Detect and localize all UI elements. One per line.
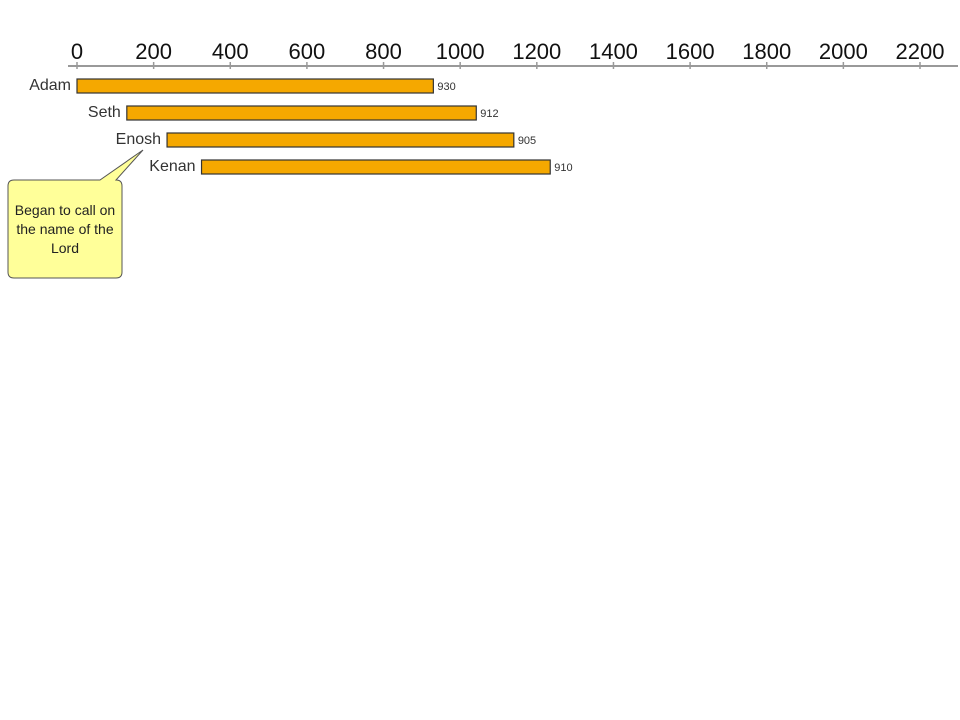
x-tick-label: 400	[212, 39, 249, 64]
x-tick-label: 600	[289, 39, 326, 64]
bar	[166, 132, 515, 148]
bar	[126, 105, 477, 121]
x-tick-label: 1400	[589, 39, 638, 64]
x-tick-label: 200	[135, 39, 172, 64]
x-tick-label: 1600	[666, 39, 715, 64]
x-tick-label: 1000	[436, 39, 485, 64]
bar	[200, 159, 551, 175]
value-label: 910	[554, 162, 572, 174]
x-tick-label: 1200	[512, 39, 561, 64]
value-label: 912	[480, 108, 498, 120]
callout-text: Began to call on the name of the Lord	[14, 201, 116, 256]
category-label: Kenan	[149, 158, 195, 175]
x-tick-label: 0	[71, 39, 83, 64]
x-tick-label: 800	[365, 39, 402, 64]
value-label: 905	[518, 135, 536, 147]
x-tick-label: 2200	[896, 39, 945, 64]
category-label: Enosh	[116, 131, 161, 148]
x-tick-label: 1800	[742, 39, 791, 64]
value-label: 930	[437, 81, 455, 93]
callout-bubble	[7, 149, 144, 279]
x-tick-label: 2000	[819, 39, 868, 64]
bar	[76, 78, 434, 94]
category-label: Adam	[29, 77, 71, 94]
category-label: Seth	[88, 104, 121, 121]
